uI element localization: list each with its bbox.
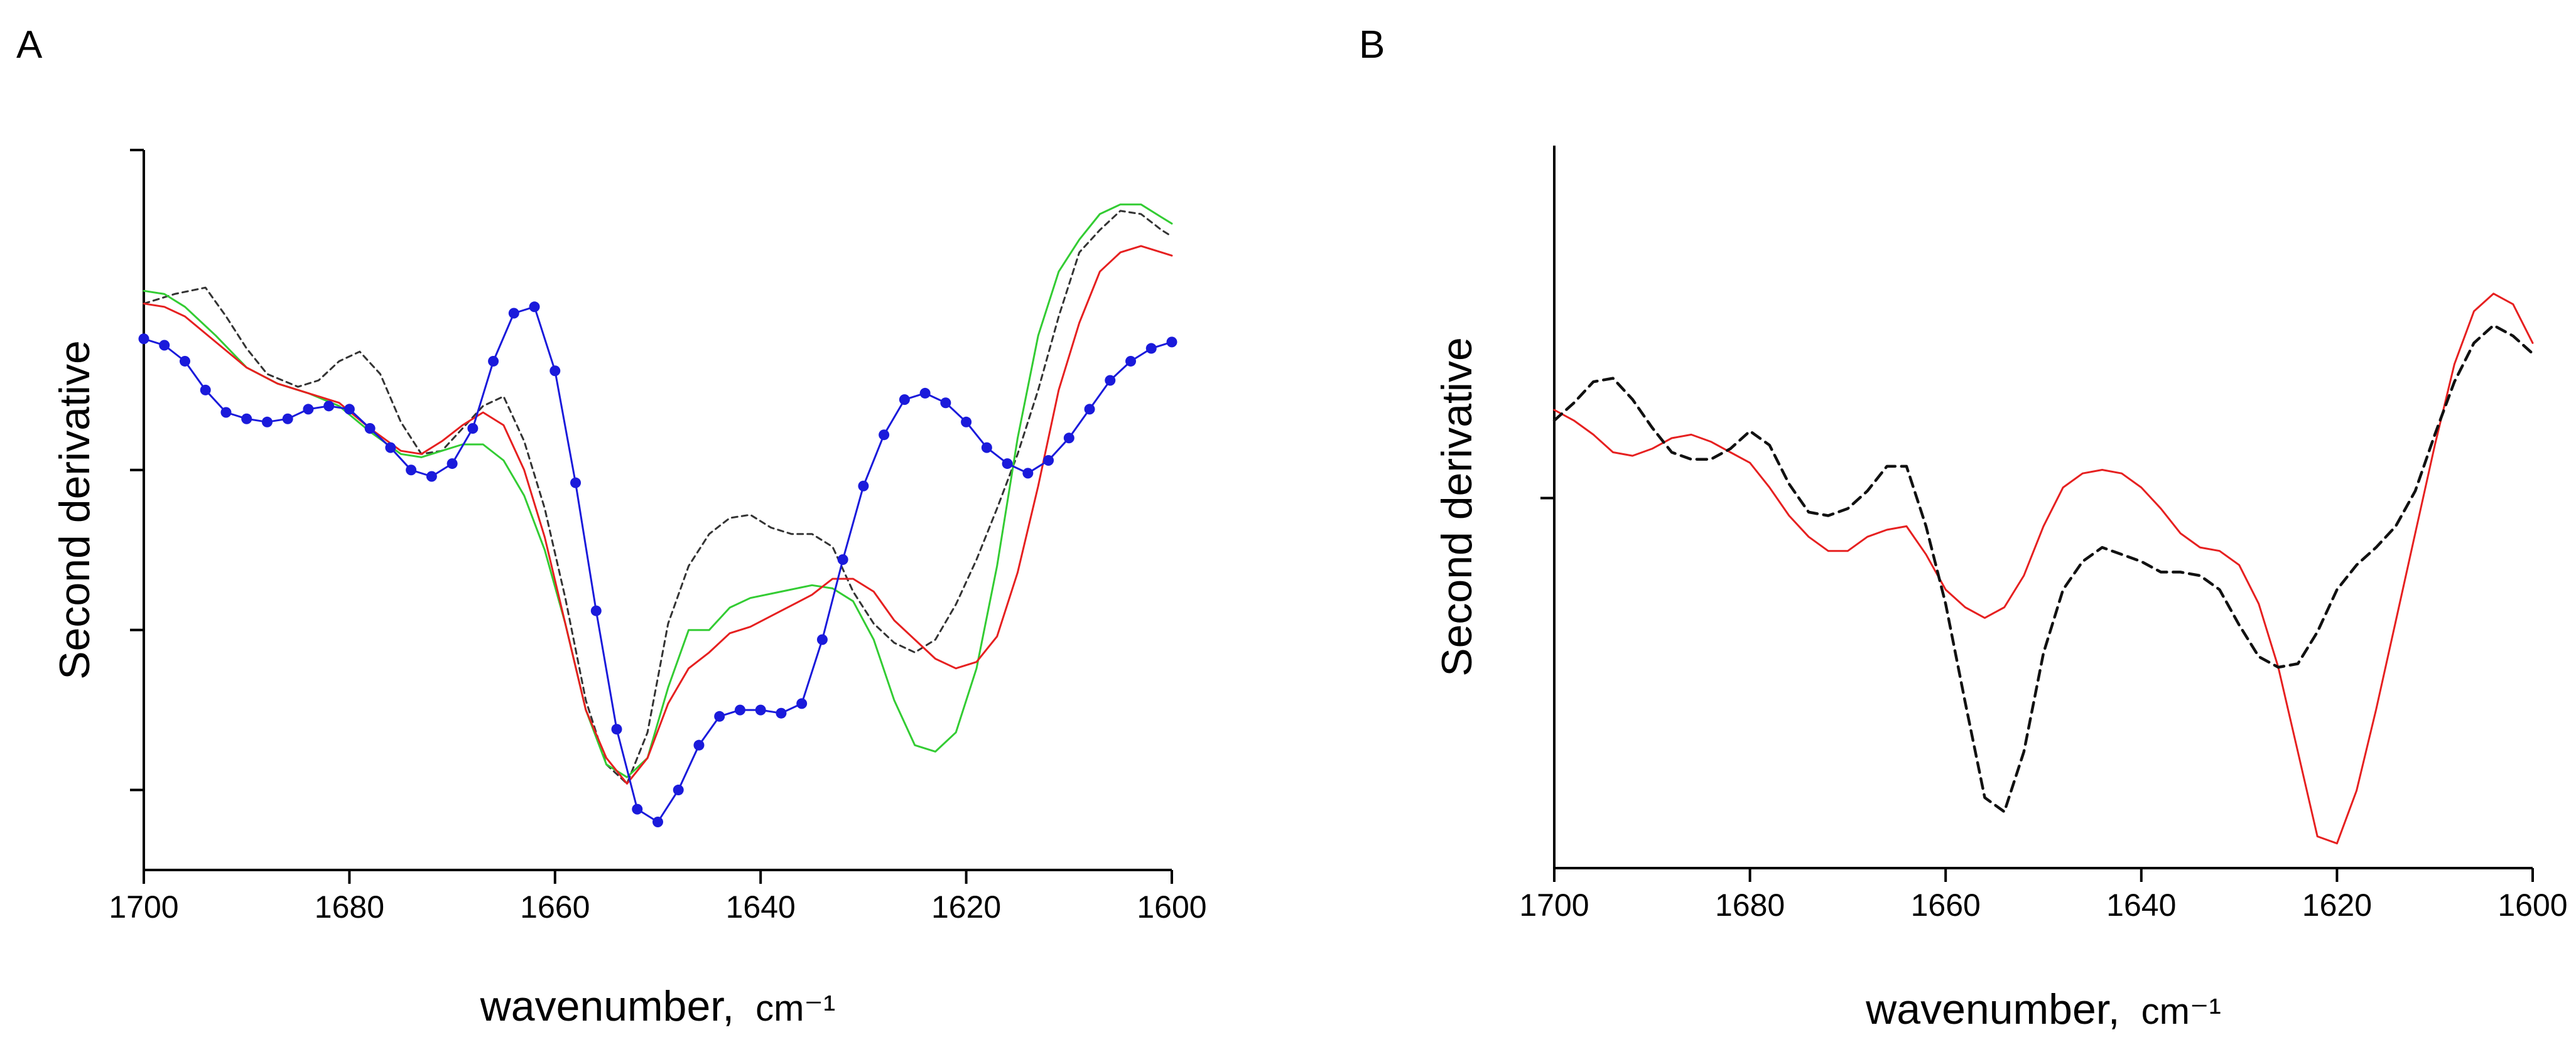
panel-b-x-tick-label: 1680 — [1715, 888, 1785, 923]
panel-b-series-black-dashed-line — [1552, 324, 2535, 813]
panel-a-series-marker — [755, 704, 766, 716]
panel-a-series-marker — [1002, 458, 1013, 470]
panel-a-series-marker — [693, 739, 705, 751]
panel-b-x-tick-label: 1660 — [1911, 888, 1981, 923]
panel-a-series-red-line — [143, 245, 1173, 785]
panel-a-series-marker — [529, 301, 540, 313]
panel-a-series-marker — [776, 707, 787, 719]
panel-a-x-tick-label: 1680 — [315, 889, 384, 925]
panel-b-chart: 1700 1680 1660 1640 1620 1600 Second derivativ… — [1433, 146, 2568, 1033]
panel-a-series-marker — [446, 458, 458, 470]
panel-a-letter: A — [16, 23, 43, 67]
panel-a-series-marker — [159, 340, 170, 351]
panel-a-series-marker — [981, 442, 992, 453]
panel-a-series-marker — [426, 471, 437, 482]
panel-a-series-marker — [1125, 355, 1137, 367]
panel-a-series-marker — [1145, 343, 1157, 354]
panel-a-series-marker — [241, 413, 252, 424]
panel-a-series-marker — [858, 480, 869, 491]
panel-a-series-marker — [734, 704, 745, 716]
panel-b-x-tick-label: 1620 — [2302, 888, 2372, 923]
panel-a-x-tick-label: 1660 — [520, 889, 590, 925]
panel-a-x-axis-label: wavenumber, cm⁻¹ — [480, 982, 836, 1030]
panel-a-series-marker — [549, 365, 561, 377]
panel-a-series-marker — [344, 404, 355, 415]
panel-a-x-tick-label: 1620 — [931, 889, 1001, 925]
panel-a-series-marker — [940, 397, 951, 409]
panel-a-series-black-dashed-line — [143, 210, 1173, 785]
panel-a-series-marker — [632, 803, 643, 815]
panel-a-series-marker — [673, 785, 684, 796]
panel-a-x-tick-label: 1640 — [726, 889, 796, 925]
panel-a-series-marker — [570, 477, 582, 488]
panel-a-series-marker — [611, 724, 622, 735]
panel-a-series-marker — [323, 400, 335, 412]
panel-a-series-marker — [200, 384, 211, 395]
panel-a-series-marker — [590, 605, 602, 616]
panel-a-series-marker — [816, 634, 828, 645]
panel-a-series-marker — [1084, 404, 1095, 415]
panel-b-letter: B — [1359, 23, 1385, 67]
panel-b-y-axis-label: Second derivative — [1433, 337, 1481, 677]
panel-b-x-tick-label: 1700 — [1519, 888, 1589, 923]
panel-a-chart: 1700 1680 1660 1640 1620 1600 Second derivativ… — [51, 149, 1207, 1030]
panel-a-series-marker — [364, 423, 376, 434]
panel-a-series-marker — [1105, 375, 1116, 386]
panel-a-series-marker — [1043, 454, 1054, 466]
panel-a-series-marker — [1022, 468, 1034, 479]
panel-a-y-axis-label: Second derivative — [51, 340, 99, 680]
panel-b-x-axis-label: wavenumber, cm⁻¹ — [1865, 985, 2221, 1033]
panel-a-series-marker — [508, 308, 519, 319]
panel-a-series-green-line — [143, 203, 1173, 778]
panel-a-x-tick-label: 1700 — [109, 889, 178, 925]
panel-a-series-marker — [282, 413, 293, 424]
panel-b-x-tick-label: 1640 — [2106, 888, 2176, 923]
panel-a-series-marker — [467, 423, 479, 434]
panel-a-series-marker — [179, 355, 190, 367]
panel-b-series-red-line — [1553, 293, 2534, 845]
panel-a-series-marker — [1063, 432, 1074, 444]
panel-a-series-marker — [385, 442, 396, 453]
panel-a-series-marker — [406, 464, 417, 476]
panel-a-series-marker — [961, 416, 972, 427]
panel-a-series-marker — [879, 429, 890, 441]
panel-a-series-marker — [488, 355, 499, 367]
panel-a-x-tick-label: 1600 — [1137, 889, 1206, 925]
panel-a-series-marker — [899, 394, 910, 405]
panel-a-series-marker — [796, 698, 808, 709]
panel-a-series-blue-with-markers-line — [143, 306, 1173, 823]
panel-a-series-marker — [652, 817, 663, 828]
panel-a-series-marker — [837, 554, 848, 566]
panel-a-series-marker — [261, 416, 273, 427]
panel-a-series-marker — [138, 333, 149, 345]
panel-a-series-marker — [303, 404, 314, 415]
panel-b-x-tick-label: 1600 — [2498, 888, 2567, 923]
panel-a-series-marker — [919, 387, 931, 399]
panel-a-series-marker — [1166, 336, 1177, 348]
panel-a-series-marker — [714, 711, 725, 722]
panel-a-series-marker — [220, 407, 232, 418]
